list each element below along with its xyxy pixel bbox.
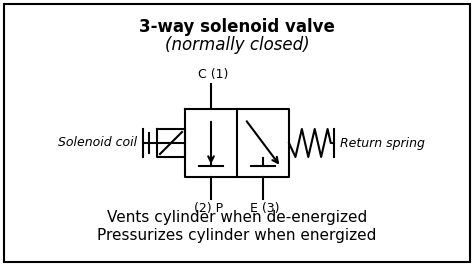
Text: (2) P: (2) P bbox=[194, 202, 224, 215]
Text: (normally closed): (normally closed) bbox=[164, 36, 310, 54]
Text: E (3): E (3) bbox=[250, 202, 280, 215]
Text: Solenoid coil: Solenoid coil bbox=[58, 136, 137, 149]
Text: Vents cylinder when de-energized: Vents cylinder when de-energized bbox=[107, 210, 367, 225]
Text: Return spring: Return spring bbox=[340, 136, 425, 149]
Text: Pressurizes cylinder when energized: Pressurizes cylinder when energized bbox=[97, 228, 377, 243]
Text: 3-way solenoid valve: 3-way solenoid valve bbox=[139, 18, 335, 36]
Text: C (1): C (1) bbox=[198, 68, 228, 81]
